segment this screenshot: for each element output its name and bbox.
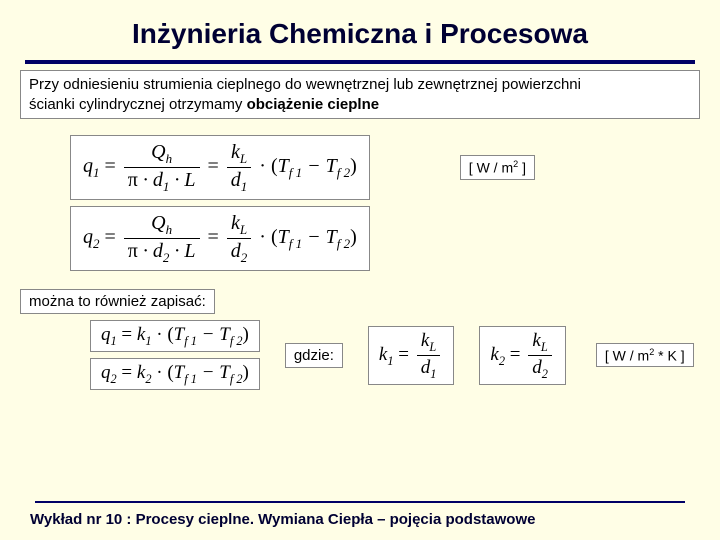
L-sym: L xyxy=(184,169,195,191)
intro-line2b: obciążenie cieplne xyxy=(247,96,380,113)
kL1d-sub: L xyxy=(429,339,436,353)
d2-sym: d xyxy=(153,240,163,262)
T2d-sub: f 2 xyxy=(230,372,243,386)
unit-wm2-a: [ W / m xyxy=(469,160,513,176)
intro-line1: Przy odniesieniu strumienia cieplnego do… xyxy=(29,76,581,93)
q2c-sub: 2 xyxy=(111,372,117,386)
alt-row: q1 = k1 · (Tf 1 − Tf 2) q2 = k2 · (Tf 1 … xyxy=(30,320,700,390)
equation-1-row: q1 = Qh π · d1 · L = kL d1 · (Tf 1 − Tf … xyxy=(70,135,700,200)
q2-sub: 2 xyxy=(93,236,100,251)
d2b-sym: d xyxy=(231,240,241,262)
unit-wm2-b: ] xyxy=(518,160,526,176)
footer-rule xyxy=(35,501,685,503)
Tf1b-sub: f 1 xyxy=(289,236,302,251)
kL-sub: L xyxy=(240,151,247,166)
d1b-sym: d xyxy=(231,169,241,191)
Tf2b: T xyxy=(326,226,337,248)
footer: Wykład nr 10 : Procesy cieplne. Wymiana … xyxy=(30,501,690,528)
d2-sub: 2 xyxy=(163,250,170,265)
k2-def: k2 = kL d2 xyxy=(479,326,566,385)
equation-2-row: q2 = Qh π · d2 · L = kL d2 · (Tf 1 − Tf … xyxy=(70,206,700,271)
eq-stack: q1 = k1 · (Tf 1 − Tf 2) q2 = k2 · (Tf 1 … xyxy=(90,320,260,390)
intro-text: Przy odniesieniu strumienia cieplnego do… xyxy=(20,70,700,119)
T1c: T xyxy=(174,324,185,345)
footer-text: Wykład nr 10 : Procesy cieplne. Wymiana … xyxy=(30,511,690,528)
k1-def: k1 = kL d1 xyxy=(368,326,455,385)
d2b-sub: 2 xyxy=(241,250,248,265)
k1d-sub: 1 xyxy=(387,353,393,367)
q1-sym: q xyxy=(83,155,93,177)
k1c-sub: 1 xyxy=(145,334,151,348)
q2c: q xyxy=(101,362,111,383)
kL-sym: k xyxy=(231,141,240,163)
T1c-sub: f 1 xyxy=(184,334,197,348)
title-rule xyxy=(25,60,695,64)
k2d-sub: 2 xyxy=(499,353,505,367)
d2d-sub: 2 xyxy=(542,366,548,380)
pi: π xyxy=(128,169,138,191)
k2c-sub: 2 xyxy=(145,372,151,386)
T1d: T xyxy=(174,362,185,383)
kL2-sub: L xyxy=(240,222,247,237)
slide-title: Inżynieria Chemiczna i Procesowa xyxy=(20,10,700,60)
d2d: d xyxy=(532,357,542,378)
L2-sym: L xyxy=(184,240,195,262)
Tf2-sub: f 2 xyxy=(337,165,350,180)
T2d: T xyxy=(219,362,230,383)
d1d-sub: 1 xyxy=(430,366,436,380)
equation-4: q2 = k2 · (Tf 1 − Tf 2) xyxy=(90,358,260,390)
alt-text: można to również zapisać: xyxy=(20,289,215,314)
equation-1: q1 = Qh π · d1 · L = kL d1 · (Tf 1 − Tf … xyxy=(70,135,370,200)
d1b-sub: 1 xyxy=(241,179,248,194)
gdzie-label: gdzie: xyxy=(285,343,343,368)
T2c: T xyxy=(219,324,230,345)
equation-2: q2 = Qh π · d2 · L = kL d2 · (Tf 1 − Tf … xyxy=(70,206,370,271)
kL2d: k xyxy=(532,330,540,351)
q1c: q xyxy=(101,324,111,345)
Tf1b: T xyxy=(278,226,289,248)
equation-3: q1 = k1 · (Tf 1 − Tf 2) xyxy=(90,320,260,352)
q2-sym: q xyxy=(83,226,93,248)
unit-wm2k-b: * K ] xyxy=(654,347,684,363)
unit-wm2k-a: [ W / m xyxy=(605,347,649,363)
T1d-sub: f 1 xyxy=(184,372,197,386)
T2c-sub: f 2 xyxy=(230,334,243,348)
kL2d-sub: L xyxy=(541,339,548,353)
d1-sub: 1 xyxy=(163,179,170,194)
unit-wm2: [ W / m2 ] xyxy=(460,155,535,180)
intro-line2a: ścianki cylindrycznej otrzymamy xyxy=(29,96,247,113)
Tf1: T xyxy=(278,155,289,177)
Tf1-sub: f 1 xyxy=(289,165,302,180)
Qh2-sub: h xyxy=(166,222,173,237)
Qh2-sym: Q xyxy=(151,212,165,234)
d1-sym: d xyxy=(153,169,163,191)
Tf2b-sub: f 2 xyxy=(337,236,350,251)
Tf2: T xyxy=(326,155,337,177)
slide: Inżynieria Chemiczna i Procesowa Przy od… xyxy=(0,0,720,540)
q1-sub: 1 xyxy=(93,165,100,180)
pi2: π xyxy=(128,240,138,262)
Qh-sub: h xyxy=(166,151,173,166)
kL2-sym: k xyxy=(231,212,240,234)
k2d: k xyxy=(490,344,498,365)
Qh-sym: Q xyxy=(151,141,165,163)
unit-wm2k: [ W / m2 * K ] xyxy=(596,343,694,368)
q1c-sub: 1 xyxy=(111,334,117,348)
d1d: d xyxy=(421,357,431,378)
